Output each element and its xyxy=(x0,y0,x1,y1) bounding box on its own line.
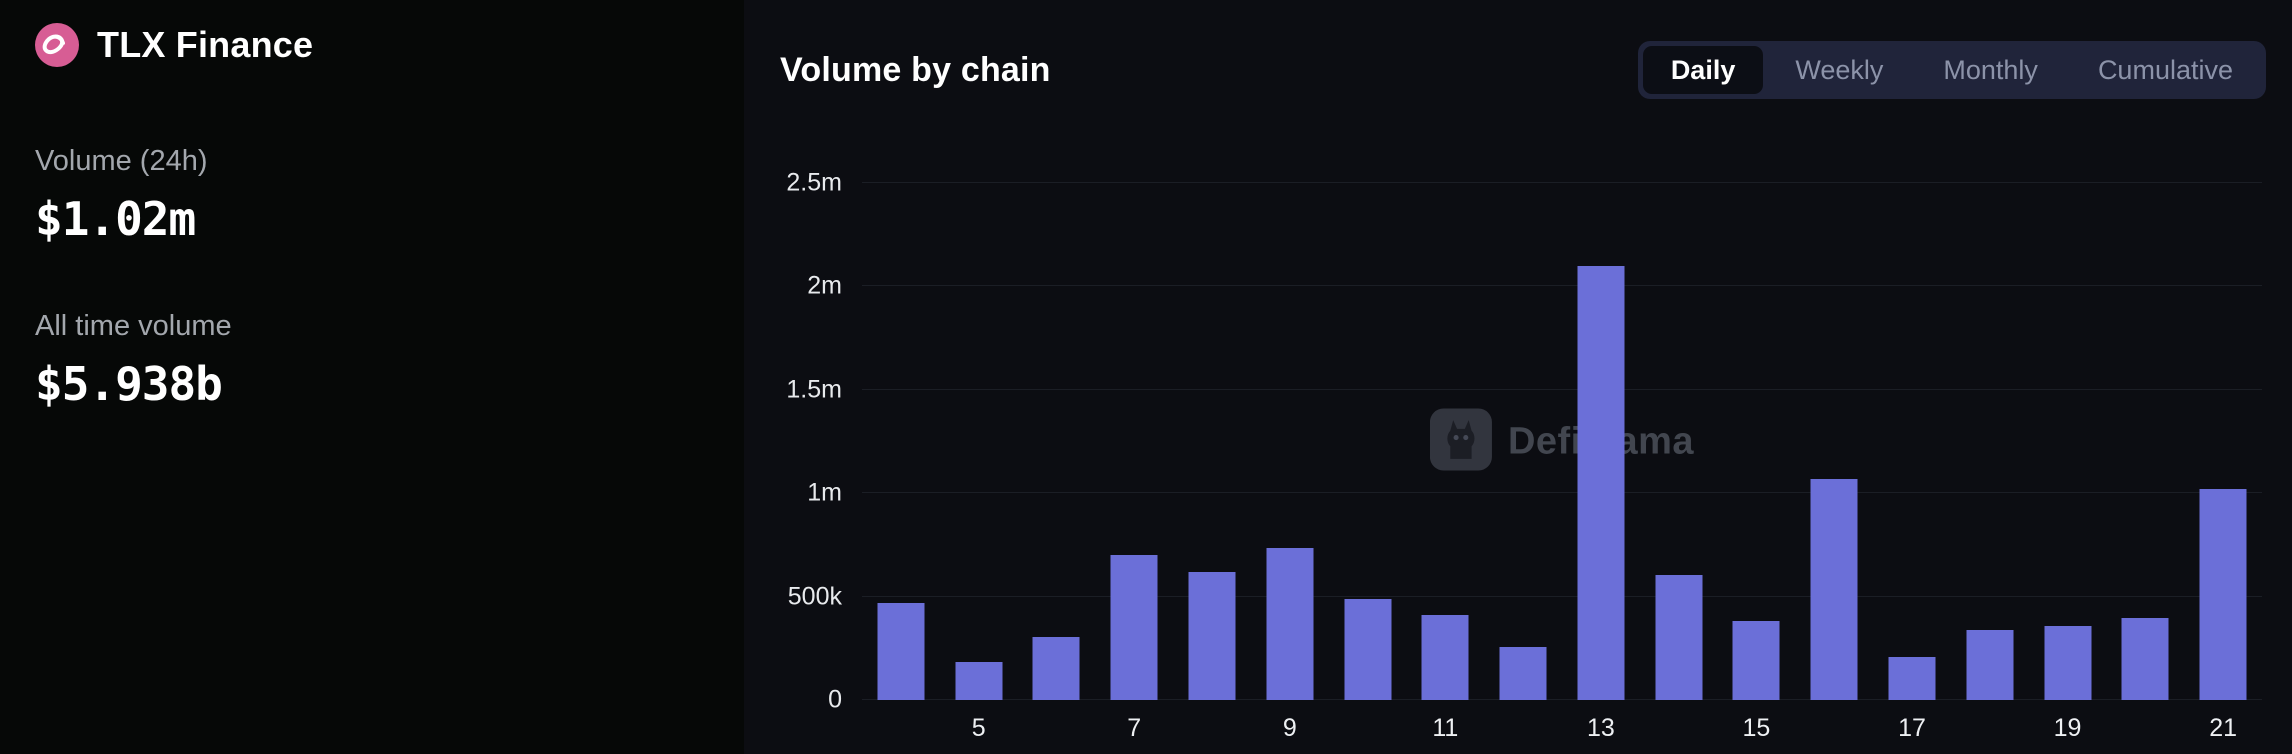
y-tick-label-1.5m: 1.5m xyxy=(786,375,842,404)
bar-day-10[interactable] xyxy=(1344,598,1392,700)
sidebar: TLX Finance Volume (24h) $1.02m All time… xyxy=(0,0,744,754)
chart-title: Volume by chain xyxy=(780,50,1051,89)
bar-day-21[interactable] xyxy=(2199,489,2247,700)
bar-day-12[interactable] xyxy=(1499,647,1547,700)
y-axis-labels: 0 500k 1m 1.5m 2m 2.5m xyxy=(744,169,842,714)
x-tick-label-11: 11 xyxy=(1432,714,1459,742)
defillama-llama-icon xyxy=(1429,408,1492,475)
bar-day-14[interactable] xyxy=(1655,574,1703,700)
chart-panel: Volume by chain Daily Weekly Monthly Cum… xyxy=(744,0,2292,754)
chart-header: Volume by chain Daily Weekly Monthly Cum… xyxy=(780,40,2266,100)
plot-area: DefiLlama 5 7 9 11 13 15 17 19 21 xyxy=(862,182,2262,742)
tlx-logo-icon xyxy=(35,23,79,67)
range-option-monthly[interactable]: Monthly xyxy=(1915,46,2066,94)
range-toggle-group: Daily Weekly Monthly Cumulative xyxy=(1637,41,2266,99)
bar-day-18[interactable] xyxy=(1966,629,2014,700)
defillama-watermark: DefiLlama xyxy=(1429,408,1694,475)
volume-24h-label: Volume (24h) xyxy=(35,145,208,177)
x-tick-label-9: 9 xyxy=(1282,714,1297,742)
y-tick-label-500k: 500k xyxy=(787,582,842,611)
bar-day-9[interactable] xyxy=(1266,548,1314,700)
volume-24h-value: $1.02m xyxy=(35,192,196,246)
bar-day-8[interactable] xyxy=(1188,571,1236,700)
bar-day-20[interactable] xyxy=(2121,618,2169,700)
range-option-cumulative[interactable]: Cumulative xyxy=(2070,46,2261,94)
bar-day-11[interactable] xyxy=(1421,615,1469,700)
x-tick-label-15: 15 xyxy=(1742,714,1771,742)
bar-day-16[interactable] xyxy=(1810,478,1858,700)
gridline-0 xyxy=(862,699,2262,700)
bar-day-6[interactable] xyxy=(1032,636,1080,700)
bar-day-5[interactable] xyxy=(955,661,1003,700)
gridline-500k xyxy=(862,595,2262,597)
page-title: TLX Finance xyxy=(97,24,314,65)
y-tick-label-0: 0 xyxy=(828,685,842,714)
bar-day-15[interactable] xyxy=(1732,621,1780,700)
x-tick-label-21: 21 xyxy=(2209,714,2238,742)
bar-day-17[interactable] xyxy=(1888,656,1936,700)
bar-day-7[interactable] xyxy=(1110,555,1158,700)
range-option-weekly[interactable]: Weekly xyxy=(1767,46,1911,94)
gridline-1m xyxy=(862,492,2262,494)
y-tick-label-1m: 1m xyxy=(807,478,842,507)
stat-volume-24h: Volume (24h) $1.02m xyxy=(35,145,704,246)
bar-day-19[interactable] xyxy=(2044,625,2092,700)
range-option-daily[interactable]: Daily xyxy=(1642,46,1764,94)
stat-all-time-volume: All time volume $5.938b xyxy=(35,310,704,411)
x-tick-label-5: 5 xyxy=(971,714,986,742)
x-tick-label-17: 17 xyxy=(1898,714,1926,742)
bar-day-4[interactable] xyxy=(877,602,925,700)
x-tick-label-19: 19 xyxy=(2053,714,2082,742)
gridline-2m xyxy=(862,285,2262,287)
y-tick-label-2.5m: 2.5m xyxy=(786,168,842,197)
gridline-1.5m xyxy=(862,388,2262,390)
x-tick-label-13: 13 xyxy=(1586,714,1615,742)
all-time-volume-label: All time volume xyxy=(35,310,232,342)
x-tick-label-7: 7 xyxy=(1127,714,1142,742)
gridline-2.5m xyxy=(862,182,2262,183)
brand: TLX Finance xyxy=(35,23,704,67)
y-tick-label-2m: 2m xyxy=(807,271,842,300)
bar-day-13[interactable] xyxy=(1577,265,1625,700)
all-time-volume-value: $5.938b xyxy=(35,357,223,411)
